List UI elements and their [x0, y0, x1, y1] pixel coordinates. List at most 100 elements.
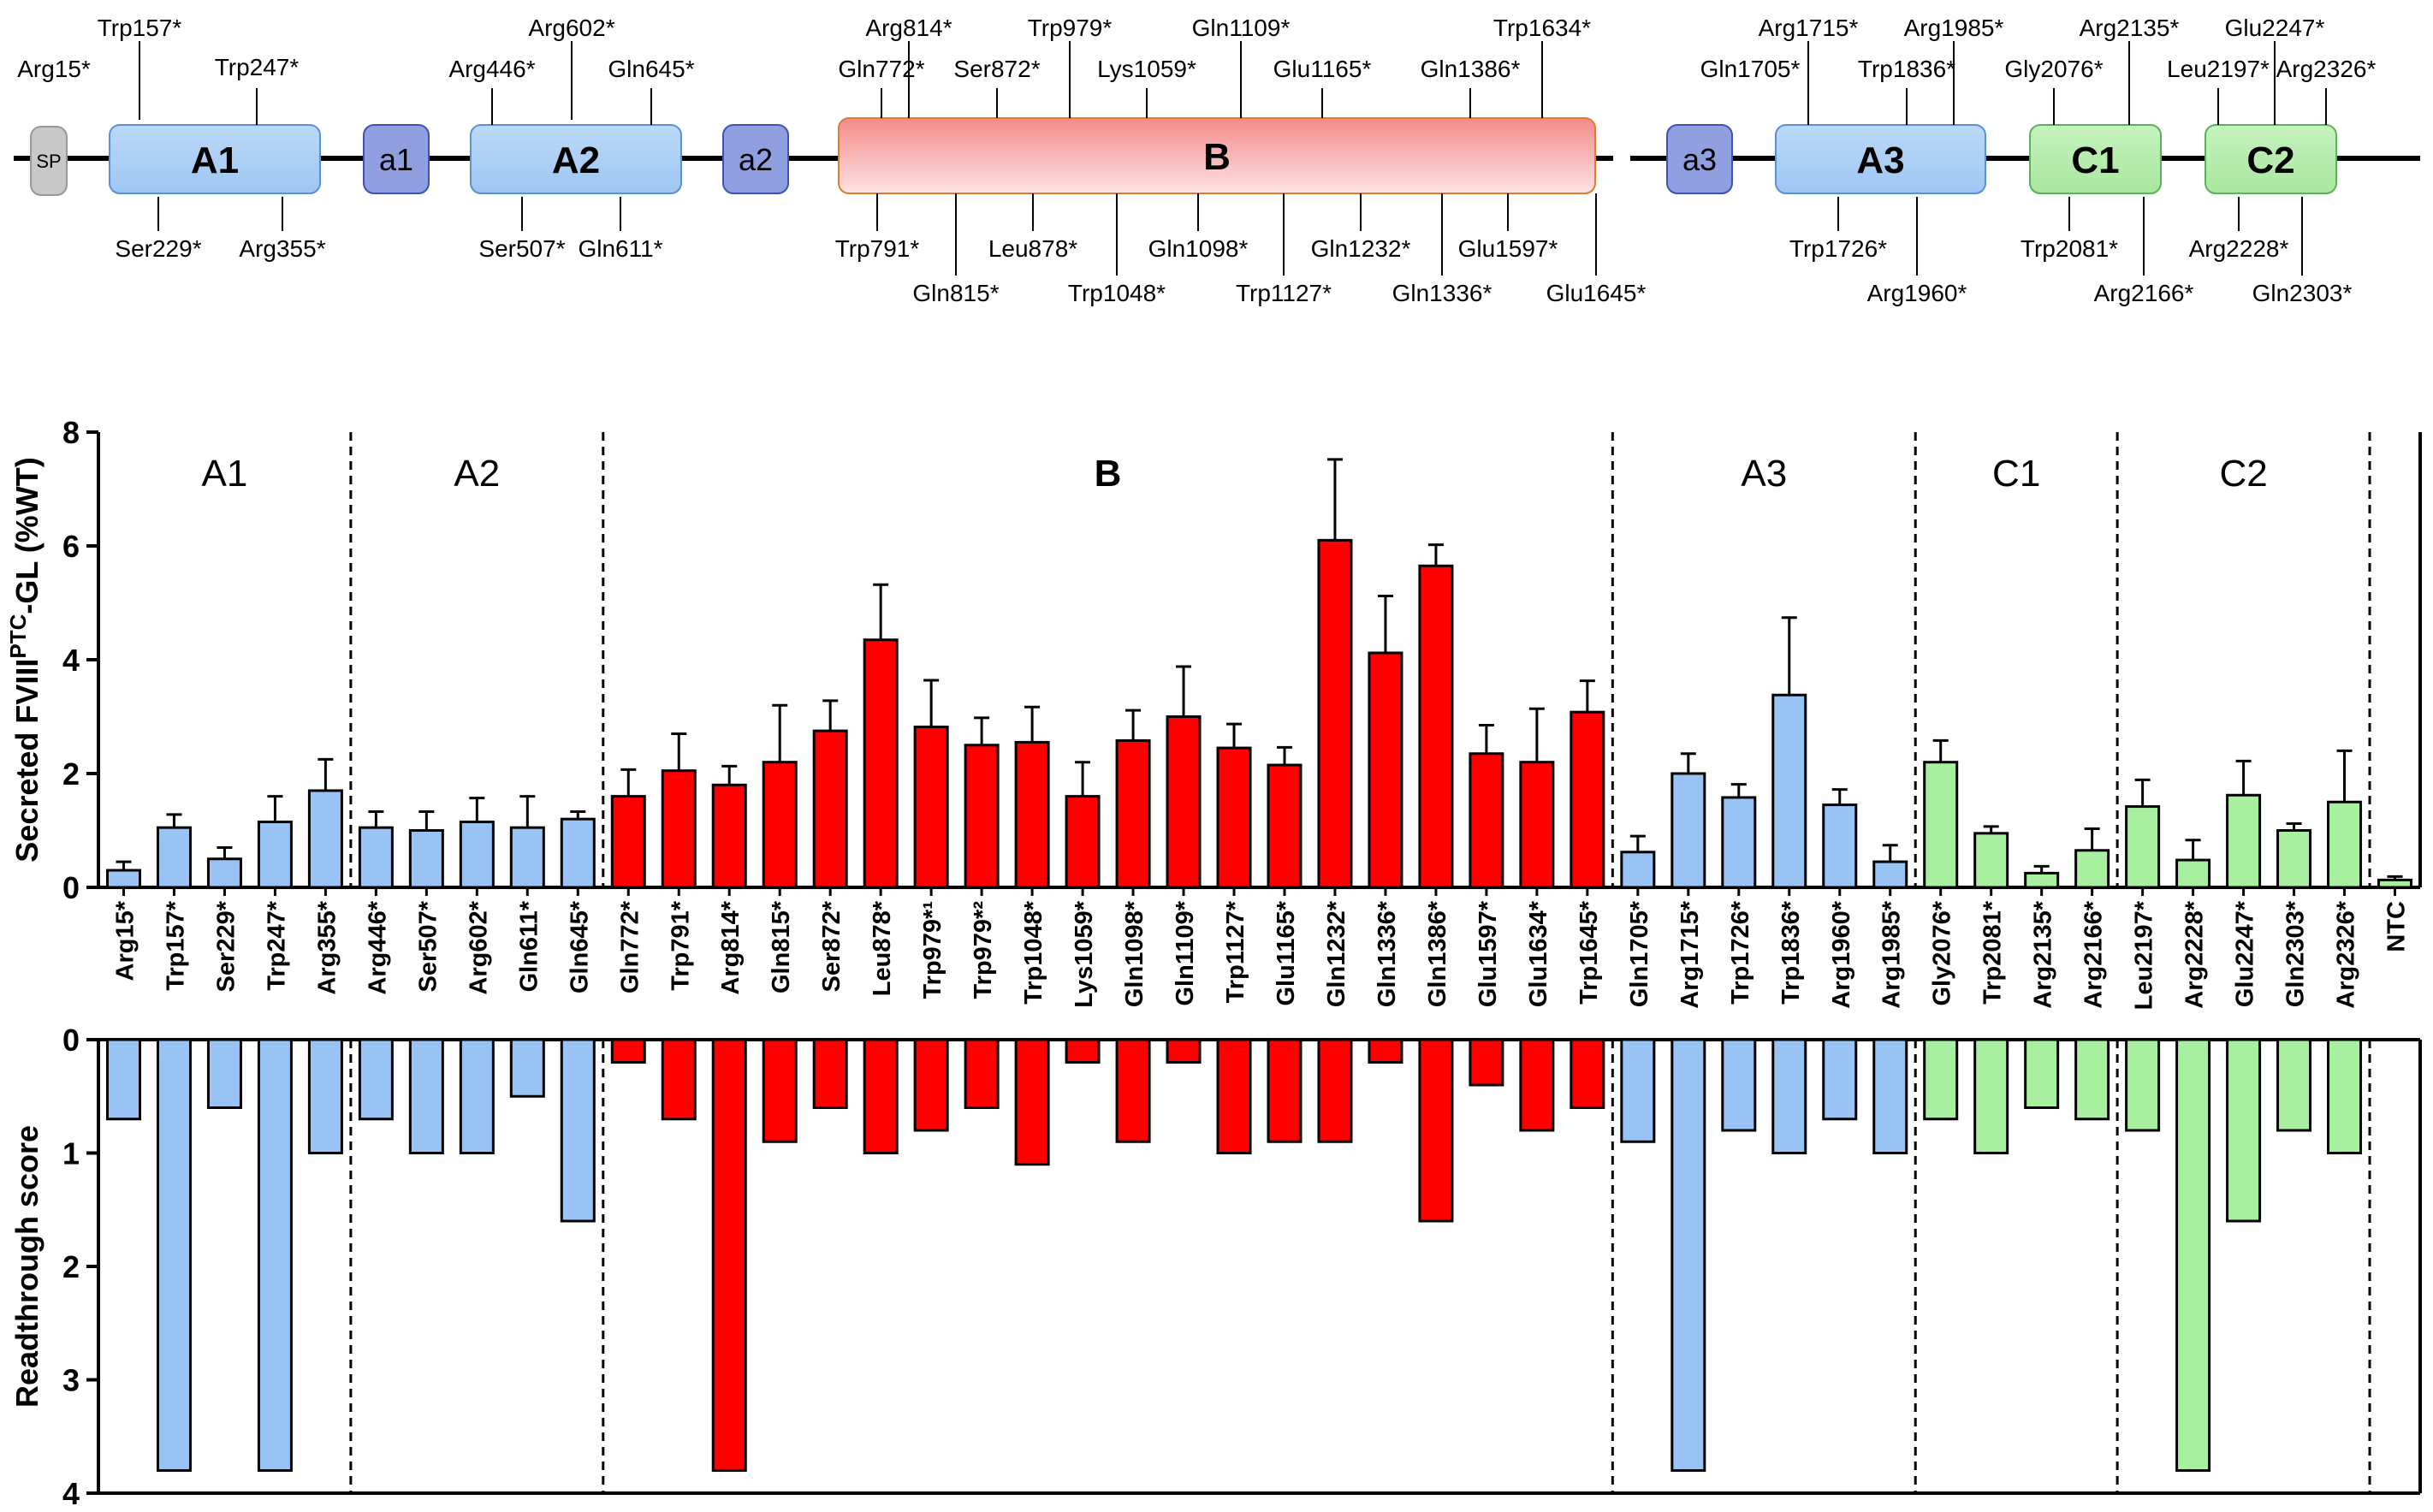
- bar-trp1645: [1570, 710, 1605, 889]
- mutation-label-glu1165: Glu1165*: [1273, 56, 1372, 82]
- sp-box: [30, 126, 68, 196]
- mutation-label-gln611: Gln611*: [578, 235, 662, 262]
- mutation-label-glu1597: Glu1597*: [1458, 235, 1558, 262]
- mutation-label-trp1836: Trp1836*: [1858, 56, 1955, 82]
- x-tick-label-glu1634: Glu1634*: [1525, 900, 1552, 1007]
- bar-trp979-1: [913, 725, 949, 889]
- bar-glu1165: [1267, 763, 1303, 889]
- mutation-label-lys1059: Lys1059*: [1097, 56, 1196, 82]
- x-tick-label-trp1048: Trp1048*: [1020, 900, 1047, 1005]
- bar-ser872: [812, 729, 848, 889]
- x-tick-label-glu2247: Glu2247*: [2232, 900, 2259, 1007]
- score-bar-arg2228: [2175, 1038, 2211, 1472]
- a1-domain-box: [109, 124, 321, 194]
- bar-arg2166: [2074, 849, 2110, 889]
- x-tick-label-gln1109: Gln1109*: [1172, 900, 1199, 1005]
- mutation-label-gln1109: Gln1109*: [1192, 15, 1291, 41]
- mutation-label-arg2326: Arg2326*: [2276, 56, 2377, 82]
- bar-trp1726: [1721, 796, 1757, 889]
- x-tick-label-arg1985: Arg1985*: [1878, 900, 1906, 1008]
- bar-gln815: [762, 761, 798, 889]
- mutation-label-arg355: Arg355*: [239, 235, 325, 262]
- score-bar-trp1726: [1721, 1038, 1757, 1132]
- x-tick-label-arg2228: Arg2228*: [2181, 900, 2209, 1008]
- x-tick-label-ntc: NTC: [2383, 901, 2411, 952]
- score-bar-arg355: [307, 1038, 343, 1154]
- x-tick-label-leu878: Leu878*: [869, 900, 896, 996]
- mutation-label-gln1232: Gln1232*: [1311, 235, 1411, 262]
- x-tick-label-arg602: Arg602*: [465, 900, 492, 994]
- x-tick-label-arg2166: Arg2166*: [2080, 900, 2108, 1008]
- x-tick-label-gln645: Gln645*: [566, 900, 593, 993]
- a1-small-box: [363, 124, 430, 194]
- a1-small-label: a1: [379, 142, 413, 177]
- bar-leu2197: [2125, 805, 2161, 889]
- y-tick-label: 2: [62, 756, 80, 792]
- y-axis-title: Secreted FVIIIPTC-GL (%WT): [5, 457, 45, 862]
- section-label-a2: A2: [454, 453, 500, 495]
- a3-small-label: a3: [1682, 142, 1717, 177]
- score-bar-gln611: [509, 1038, 545, 1098]
- bar-arg2228: [2175, 858, 2211, 889]
- mutation-label-arg1715: Arg1715*: [1759, 15, 1859, 41]
- mutation-label-gln1705: Gln1705*: [1700, 56, 1801, 82]
- x-tick-label-ser229: Ser229*: [212, 900, 240, 992]
- x-tick-label-gln1232: Gln1232*: [1323, 900, 1350, 1007]
- y-tick-label: 8: [62, 415, 80, 450]
- mutation-label-trp1634: Trp1634*: [1493, 15, 1591, 41]
- bar-gln1705: [1620, 851, 1656, 889]
- score-bar-trp2081: [1973, 1038, 2009, 1154]
- score-bar-gln1705: [1620, 1038, 1656, 1143]
- a3-domain-box: [1775, 124, 1986, 194]
- bar-gly2076: [1923, 761, 1959, 889]
- mutation-label-ser507: Ser507*: [478, 235, 565, 262]
- score-bar-gln1098: [1115, 1038, 1151, 1143]
- bar-trp1048: [1014, 740, 1050, 889]
- score-bar-gln1232: [1317, 1038, 1353, 1143]
- x-tick-label-leu2197: Leu2197*: [2131, 900, 2158, 1010]
- mutation-label-trp247: Trp247*: [215, 54, 300, 80]
- x-tick-label-glu1165: Glu1165*: [1273, 900, 1300, 1005]
- x-tick-label-trp247: Trp247*: [263, 900, 290, 990]
- mutation-label-leu2197: Leu2197*: [2167, 56, 2270, 82]
- b-domain-label: B: [1203, 136, 1231, 178]
- score-bar-glu1165: [1267, 1038, 1303, 1143]
- score-bar-gln2303: [2276, 1038, 2312, 1132]
- score-bar-trp157: [156, 1038, 192, 1472]
- b-domain-box: [838, 117, 1596, 194]
- x-tick-label-trp1726: Trp1726*: [1727, 900, 1754, 1005]
- c2-domain-label: C2: [2246, 139, 2294, 181]
- x-tick-label-ser872: Ser872*: [818, 900, 846, 992]
- bar-trp247: [257, 821, 293, 889]
- bar-gln1386: [1418, 564, 1454, 889]
- score-bar-gln1336: [1368, 1038, 1403, 1064]
- score-bar-arg602: [459, 1038, 495, 1154]
- bar-gln772: [610, 795, 646, 889]
- readthrough-score-chart: 0 1 2 3 4 Readthrough score: [9, 1023, 2422, 1511]
- mutation-label-glu2247: Glu2247*: [2225, 15, 2325, 41]
- section-label-b: B: [1095, 453, 1122, 495]
- bar-gln2303: [2276, 829, 2312, 889]
- x-tick-label-gln1336: Gln1336*: [1374, 900, 1401, 1007]
- score-bar-ser507: [408, 1038, 444, 1154]
- score-bar-arg2326: [2327, 1038, 2363, 1154]
- mutation-label-arg15: Arg15*: [17, 56, 91, 82]
- bar-gln1098: [1115, 738, 1151, 889]
- bar-gln611: [509, 826, 545, 889]
- c1-domain-box: [2029, 124, 2162, 194]
- mutation-label-trp791: Trp791*: [835, 235, 920, 262]
- bar-arg2326: [2327, 800, 2363, 889]
- bar-ntc: [2377, 878, 2413, 889]
- score-bar-arg15: [105, 1038, 141, 1121]
- y-tick-label: 2: [62, 1249, 80, 1284]
- bar-trp2081: [1973, 832, 2009, 889]
- mutation-label-trp2081: Trp2081*: [2021, 235, 2118, 262]
- x-tick-label-arg1715: Arg1715*: [1676, 900, 1704, 1008]
- score-bar-trp1127: [1216, 1038, 1252, 1154]
- score-bar-leu2197: [2125, 1038, 2161, 1132]
- bar-trp1127: [1216, 746, 1252, 889]
- score-bar-gln815: [762, 1038, 798, 1143]
- mutation-label-arg602: Arg602*: [528, 15, 614, 41]
- y-tick-label: 0: [62, 870, 80, 905]
- bar-arg2135: [2024, 871, 2060, 889]
